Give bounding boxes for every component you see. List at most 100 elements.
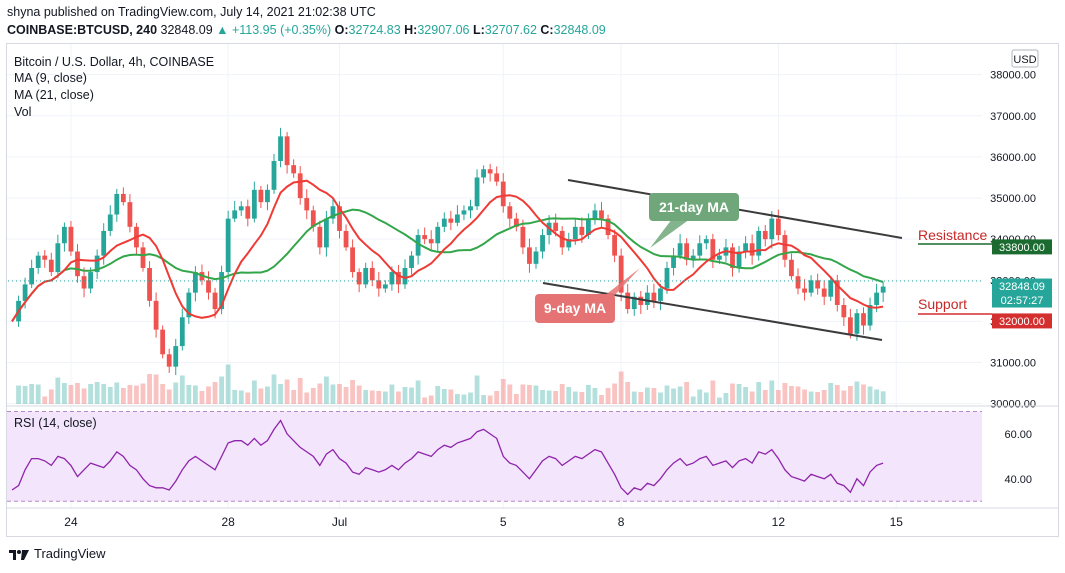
candle-body <box>330 206 336 219</box>
candle-body <box>153 300 159 330</box>
candle-body <box>219 272 224 310</box>
volume-bar <box>258 388 264 404</box>
volume-bar <box>68 385 74 404</box>
volume-bar <box>599 395 604 404</box>
volume-bar <box>808 391 814 404</box>
candle-body <box>120 193 126 203</box>
price-badges: 33800.00 32848.09 02:57:27 32000.00 <box>992 239 1052 329</box>
candle-body <box>631 296 637 310</box>
volume-bar <box>481 395 486 404</box>
candle-body <box>238 206 244 211</box>
volume-bar <box>356 385 362 404</box>
candle-body <box>258 189 264 203</box>
candle-body <box>75 251 80 277</box>
price-tick-label: 37000.00 <box>990 111 1036 123</box>
publish-line: shyna published on TradingView.com, July… <box>7 5 376 19</box>
candle-body <box>324 218 329 248</box>
time-tick-label: Jul <box>332 515 347 529</box>
candle-body <box>356 272 362 285</box>
candle-body <box>35 255 41 268</box>
volume-bar <box>389 384 395 404</box>
last-price: 32848.09 <box>160 23 213 37</box>
volume-bar <box>402 387 408 404</box>
candle-body <box>310 210 316 227</box>
support-label: Support <box>918 296 967 312</box>
volume-bar <box>690 396 696 404</box>
candle-body <box>428 239 434 244</box>
price-tick-label: 31000.00 <box>990 358 1036 370</box>
candle-body <box>520 226 526 248</box>
volume-bar <box>455 394 460 404</box>
volume-bar <box>474 375 480 404</box>
volume-bar <box>297 378 303 404</box>
rsi-legend: RSI (14, close) <box>14 416 97 430</box>
volume-bar <box>265 386 270 404</box>
price-badge-countdown <box>992 292 1052 308</box>
candle-body <box>160 329 166 355</box>
candle-body <box>566 239 572 248</box>
ma21-line <box>11 208 884 322</box>
volume-bar <box>147 374 152 404</box>
candle-body <box>468 206 473 211</box>
volume-bar <box>507 384 513 404</box>
candle-body <box>206 280 211 293</box>
volume-bar <box>815 392 821 404</box>
time-axis[interactable]: 24 28 Jul 5 8 12 15 <box>64 515 903 529</box>
volume-bar <box>160 384 166 404</box>
candle-body <box>81 276 87 289</box>
close-label: C: <box>540 23 554 37</box>
volume-bar <box>441 389 447 404</box>
volume-bar <box>376 391 382 404</box>
rsi-line <box>11 419 884 496</box>
volume-bar <box>363 390 369 404</box>
volume-bar <box>29 384 35 404</box>
volume-bar <box>35 384 41 404</box>
time-tick-label: 12 <box>772 515 786 529</box>
candle-body <box>101 230 107 256</box>
price-badge-resistance <box>992 239 1052 255</box>
volume-bar <box>520 384 526 404</box>
volume-bar <box>802 389 807 404</box>
volume-bar <box>730 383 735 404</box>
candle-body <box>251 189 257 219</box>
price-axis-bg <box>982 49 1042 417</box>
candle-body <box>808 280 814 293</box>
candle-body <box>775 218 781 236</box>
candle-body <box>337 206 342 231</box>
volume-bar <box>75 383 80 404</box>
legend-title: Bitcoin / U.S. Dollar, 4h, COINBASE <box>14 55 214 69</box>
ma9-callout-box <box>535 294 615 323</box>
candle-body <box>22 284 28 301</box>
candle-body <box>350 247 355 273</box>
ma9-callout: 9-day MA <box>535 268 640 323</box>
volume-bar <box>284 379 290 404</box>
candle-body <box>179 317 185 347</box>
candle-body <box>409 255 414 268</box>
candle-body <box>821 288 827 297</box>
volume-bar <box>775 390 781 404</box>
volume-bar <box>703 392 709 404</box>
candle-body <box>278 136 283 162</box>
volume-bar <box>22 386 28 404</box>
volume-bar <box>127 385 133 404</box>
volume-bar <box>684 382 690 404</box>
volume-bar <box>618 371 624 404</box>
volume-bar <box>232 390 238 404</box>
volume-bar <box>134 385 139 404</box>
volume-bar <box>166 389 172 404</box>
currency-box[interactable] <box>1011 49 1039 68</box>
candle-body <box>42 255 48 260</box>
volume-bar <box>848 386 853 404</box>
volume-bar <box>219 376 224 404</box>
open-value: 32724.83 <box>348 23 401 37</box>
volume-bar <box>494 391 500 404</box>
candle-body <box>500 181 506 207</box>
time-tick-label: 15 <box>890 515 904 529</box>
candle-body <box>48 259 54 273</box>
candle-body <box>193 272 198 293</box>
volume-bar <box>841 390 847 404</box>
candle-body <box>579 226 585 236</box>
time-tick-label: 24 <box>64 515 78 529</box>
volume-bar <box>396 391 401 404</box>
